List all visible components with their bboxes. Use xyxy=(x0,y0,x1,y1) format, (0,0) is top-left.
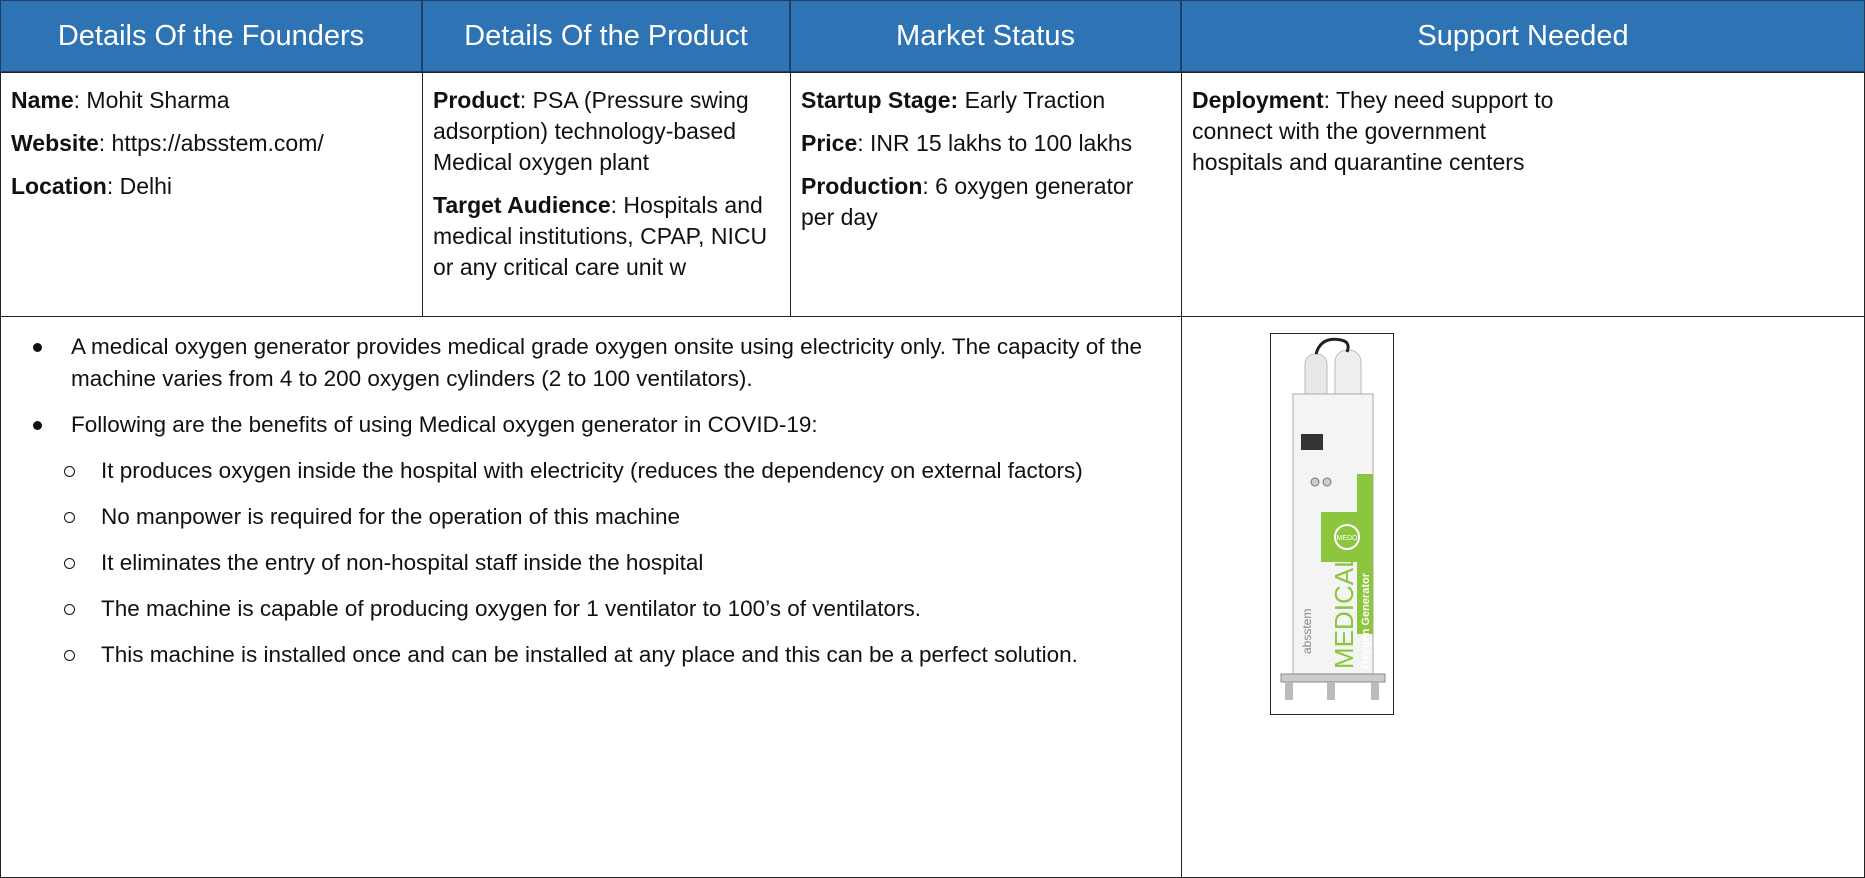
field-value: Early Traction xyxy=(958,87,1105,113)
image-subtitle: Oxygen Generator xyxy=(1360,572,1372,669)
field-label: Location xyxy=(11,173,107,199)
bullet-text: The machine is capable of producing oxyg… xyxy=(101,596,921,621)
founders-cell: Name: Mohit Sharma Website: https://absst… xyxy=(0,72,423,317)
bullet-text: No manpower is required for the operatio… xyxy=(101,504,680,529)
bullet-text: It produces oxygen inside the hospital w… xyxy=(101,458,1083,483)
field-label: Startup Stage: xyxy=(801,87,958,113)
product-image: MEDO MEDICAL Oxygen Generator absstem xyxy=(1270,333,1394,715)
bullet-item: No manpower is required for the operatio… xyxy=(1,501,1171,533)
field-value: : https://absstem.com/ xyxy=(99,130,324,156)
pallet-leg xyxy=(1285,682,1293,700)
image-cell: MEDO MEDICAL Oxygen Generator absstem xyxy=(1181,316,1865,878)
pallet-leg xyxy=(1371,682,1379,700)
gauge xyxy=(1323,478,1331,486)
bullet-item: It eliminates the entry of non-hospital … xyxy=(1,547,1171,579)
field-label: Website xyxy=(11,130,99,156)
gauge xyxy=(1311,478,1319,486)
field-value: : INR 15 lakhs to 100 lakhs xyxy=(857,130,1132,156)
bullet-list: A medical oxygen generator provides medi… xyxy=(1,331,1171,671)
bullet-text: A medical oxygen generator provides medi… xyxy=(71,334,1142,391)
bullet-text: It eliminates the entry of non-hospital … xyxy=(101,550,703,575)
image-brand: absstem xyxy=(1300,609,1314,654)
bullet-text: Following are the benefits of using Medi… xyxy=(71,412,818,437)
badge-text: MEDO xyxy=(1337,535,1359,542)
bullet-item: It produces oxygen inside the hospital w… xyxy=(1,455,1171,487)
field: Production: 6 oxygen generator per day xyxy=(801,171,1171,233)
bullet-item: The machine is capable of producing oxyg… xyxy=(1,593,1171,625)
header-cell: Market Status xyxy=(790,0,1181,72)
field-label: Price xyxy=(801,130,857,156)
header-cell: Details Of the Founders xyxy=(0,0,422,72)
field-label: Deployment xyxy=(1192,87,1324,113)
product-cell: Product: PSA (Pressure swing adsorption)… xyxy=(422,72,791,317)
header-cell: Details Of the Product xyxy=(422,0,790,72)
pallet xyxy=(1281,674,1385,682)
bullet-item: A medical oxygen generator provides medi… xyxy=(1,331,1171,395)
bullet-item: This machine is installed once and can b… xyxy=(1,639,1171,671)
description-cell: A medical oxygen generator provides medi… xyxy=(0,316,1182,878)
field-value: : Mohit Sharma xyxy=(74,87,230,113)
field: Name: Mohit Sharma xyxy=(11,85,412,116)
field-label: Name xyxy=(11,87,74,113)
pallet-leg xyxy=(1327,682,1335,700)
field: Target Audience: Hospitals and medical i… xyxy=(433,190,780,283)
bullet-item: Following are the benefits of using Medi… xyxy=(1,409,1171,441)
field-label: Production xyxy=(801,173,922,199)
field-label: Product xyxy=(433,87,520,113)
image-title: MEDICAL xyxy=(1329,553,1359,669)
field: Location: Delhi xyxy=(11,171,412,202)
support-cell: Deployment: They need support to connect… xyxy=(1181,72,1865,317)
screen xyxy=(1301,434,1323,450)
field: Product: PSA (Pressure swing adsorption)… xyxy=(433,85,780,178)
field: Startup Stage: Early Traction xyxy=(801,85,1171,116)
field-value: : Delhi xyxy=(107,173,172,199)
header-cell: Support Needed xyxy=(1181,0,1865,72)
bullet-text: This machine is installed once and can b… xyxy=(101,642,1078,667)
field-label: Target Audience xyxy=(433,192,611,218)
field: Website: https://absstem.com/ xyxy=(11,128,412,159)
field: Price: INR 15 lakhs to 100 lakhs xyxy=(801,128,1171,159)
field: Deployment: They need support to connect… xyxy=(1192,85,1564,178)
page: {"table": { "headers": ["Details Of the … xyxy=(0,0,1865,878)
market-cell: Startup Stage: Early Traction Price: INR … xyxy=(790,72,1182,317)
